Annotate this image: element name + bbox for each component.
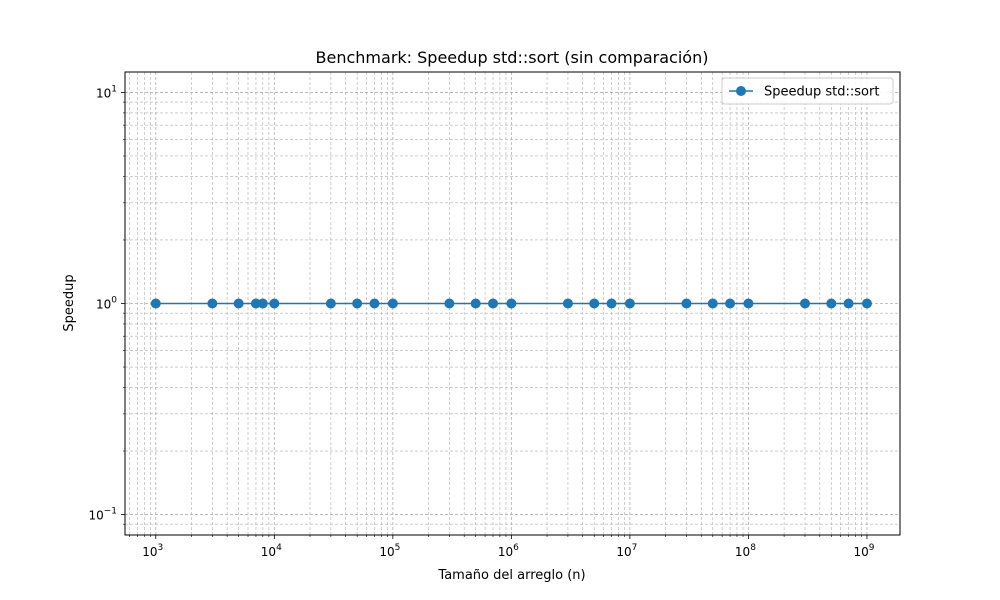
data-point bbox=[506, 298, 517, 309]
y-tick-exponent: 0 bbox=[111, 296, 117, 306]
legend-marker-swatch bbox=[736, 86, 746, 96]
data-point bbox=[257, 298, 268, 309]
legend-label: Speedup std::sort bbox=[764, 85, 879, 100]
x-tick-exponent: 4 bbox=[276, 543, 282, 553]
data-point bbox=[369, 298, 380, 309]
y-axis-label: Speedup bbox=[62, 274, 77, 331]
data-point bbox=[624, 298, 635, 309]
data-point bbox=[444, 298, 455, 309]
data-point bbox=[325, 298, 336, 309]
data-point bbox=[207, 298, 218, 309]
x-tick-exponent: 8 bbox=[750, 543, 756, 553]
x-tick-exponent: 6 bbox=[513, 543, 519, 553]
data-point bbox=[826, 298, 837, 309]
x-tick-exponent: 3 bbox=[158, 543, 164, 553]
data-point bbox=[250, 298, 261, 309]
data-point bbox=[150, 298, 161, 309]
legend-box bbox=[721, 77, 894, 105]
data-point bbox=[861, 298, 872, 309]
data-point bbox=[470, 298, 481, 309]
data-point bbox=[352, 298, 363, 309]
data-point bbox=[681, 298, 692, 309]
chart-title: Benchmark: Speedup std::sort (sin compar… bbox=[316, 48, 709, 67]
data-point bbox=[387, 298, 398, 309]
series-marker-layer bbox=[150, 298, 872, 309]
data-point bbox=[269, 298, 280, 309]
data-point bbox=[589, 298, 600, 309]
data-point bbox=[233, 298, 244, 309]
data-point bbox=[606, 298, 617, 309]
y-tick-exponent: −1 bbox=[104, 507, 117, 517]
data-point bbox=[562, 298, 573, 309]
data-point bbox=[843, 298, 854, 309]
x-tick-exponent: 9 bbox=[869, 543, 875, 553]
y-tick-exponent: 1 bbox=[111, 84, 117, 94]
data-point bbox=[707, 298, 718, 309]
data-point bbox=[488, 298, 499, 309]
x-tick-exponent: 7 bbox=[632, 543, 638, 553]
legend: Speedup std::sort bbox=[721, 77, 894, 105]
data-point bbox=[725, 298, 736, 309]
x-axis-label: Tamaño del arreglo (n) bbox=[437, 568, 585, 583]
data-point bbox=[743, 298, 754, 309]
x-tick-exponent: 5 bbox=[395, 543, 401, 553]
data-point bbox=[799, 298, 810, 309]
